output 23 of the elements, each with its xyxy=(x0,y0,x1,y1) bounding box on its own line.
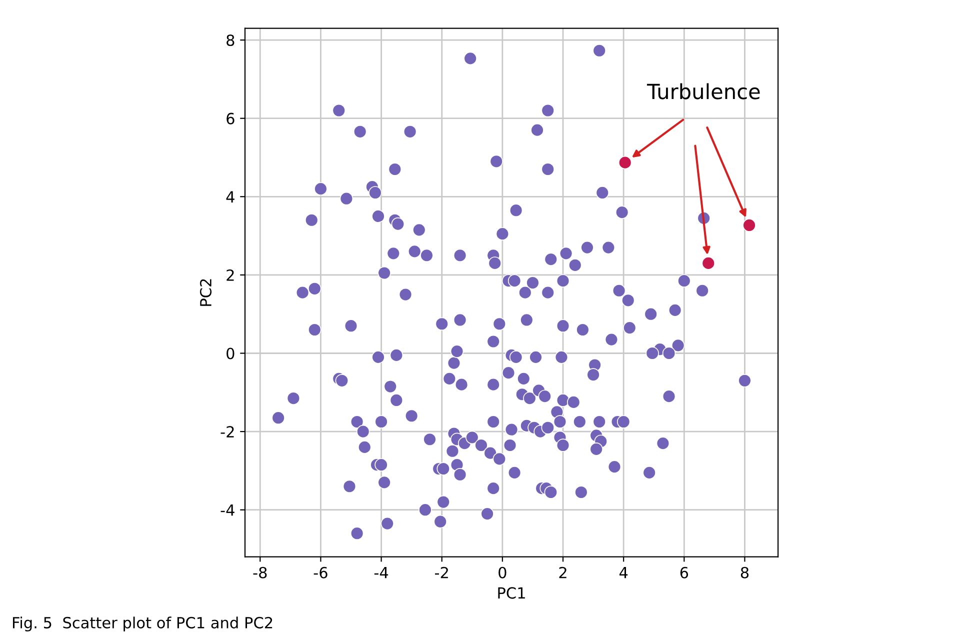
y-tick-label: 8 xyxy=(226,34,234,46)
y-axis-title: PC2 xyxy=(200,279,212,306)
x-tick-label: 8 xyxy=(740,566,749,578)
y-tick-label: 2 xyxy=(226,269,234,281)
x-tick-label: 6 xyxy=(680,566,688,578)
x-tick-label: -8 xyxy=(253,566,267,578)
point xyxy=(742,218,756,232)
y-tick-label: 0 xyxy=(226,348,234,360)
x-axis-title: PC1 xyxy=(498,587,525,599)
y-tick-label: -4 xyxy=(220,504,234,516)
x-tick-label: -4 xyxy=(374,567,388,578)
x-tick-label: 0 xyxy=(498,566,506,578)
point xyxy=(618,156,632,170)
x-tick-label: 2 xyxy=(559,566,566,578)
annotation: Turbulence xyxy=(646,83,760,100)
x-tick-label: 4 xyxy=(619,567,628,578)
y-tick-label: 6 xyxy=(226,112,234,124)
y-tick-label: 4 xyxy=(226,191,234,202)
x-tick-label: -6 xyxy=(314,566,328,578)
y-tick-label: -2 xyxy=(220,426,234,438)
point xyxy=(702,256,716,270)
x-tick-label: -2 xyxy=(434,566,448,578)
caption: Fig. 5 Scatter plot of PC1 and PC2 xyxy=(12,616,272,632)
